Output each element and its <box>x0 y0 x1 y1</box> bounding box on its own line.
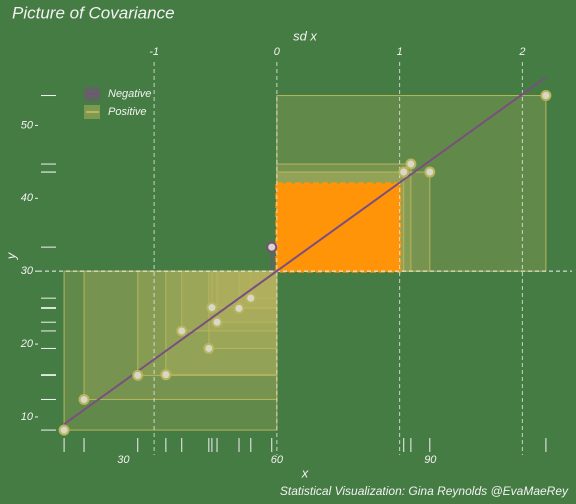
point <box>540 90 552 102</box>
covariance-rect <box>83 270 278 400</box>
point <box>78 393 90 405</box>
x2-axis-label: sd x <box>293 28 317 43</box>
y-tick-label: 40 <box>21 192 34 204</box>
x2-tick-label: 2 <box>518 46 525 58</box>
y-tick-label: 30 <box>21 265 34 277</box>
point <box>233 302 245 314</box>
legend-label: Positive <box>108 106 147 118</box>
point <box>424 166 436 178</box>
x2-tick-label: 1 <box>397 46 403 58</box>
x2-tick-label: -1 <box>149 46 159 58</box>
covariance-rect <box>238 270 278 309</box>
fit-line <box>63 76 547 426</box>
point <box>206 302 218 314</box>
point <box>160 369 172 381</box>
x2-tick-label: 0 <box>274 46 281 58</box>
x-tick-label: 30 <box>117 454 130 466</box>
y-tick-label: 20 <box>20 338 34 350</box>
x-axis-label: x <box>301 465 309 480</box>
point <box>58 424 70 436</box>
point <box>132 369 144 381</box>
point <box>245 292 257 304</box>
y-axis-label: y <box>3 251 18 260</box>
y-tick-label: 50 <box>21 119 34 131</box>
x-tick-label: 60 <box>271 454 284 466</box>
point <box>398 166 410 178</box>
point <box>266 241 278 253</box>
covariance-rect <box>250 270 278 299</box>
point <box>176 325 188 337</box>
point <box>203 342 215 354</box>
point <box>405 158 417 170</box>
covariance-rect <box>211 270 278 309</box>
point <box>211 316 223 328</box>
x-tick-label: 90 <box>424 454 437 466</box>
legend-label: Negative <box>108 88 151 100</box>
y-tick-label: 10 <box>21 411 34 423</box>
chart-title: Picture of Covariance <box>12 3 175 22</box>
caption: Statistical Visualization: Gina Reynolds… <box>280 484 569 498</box>
